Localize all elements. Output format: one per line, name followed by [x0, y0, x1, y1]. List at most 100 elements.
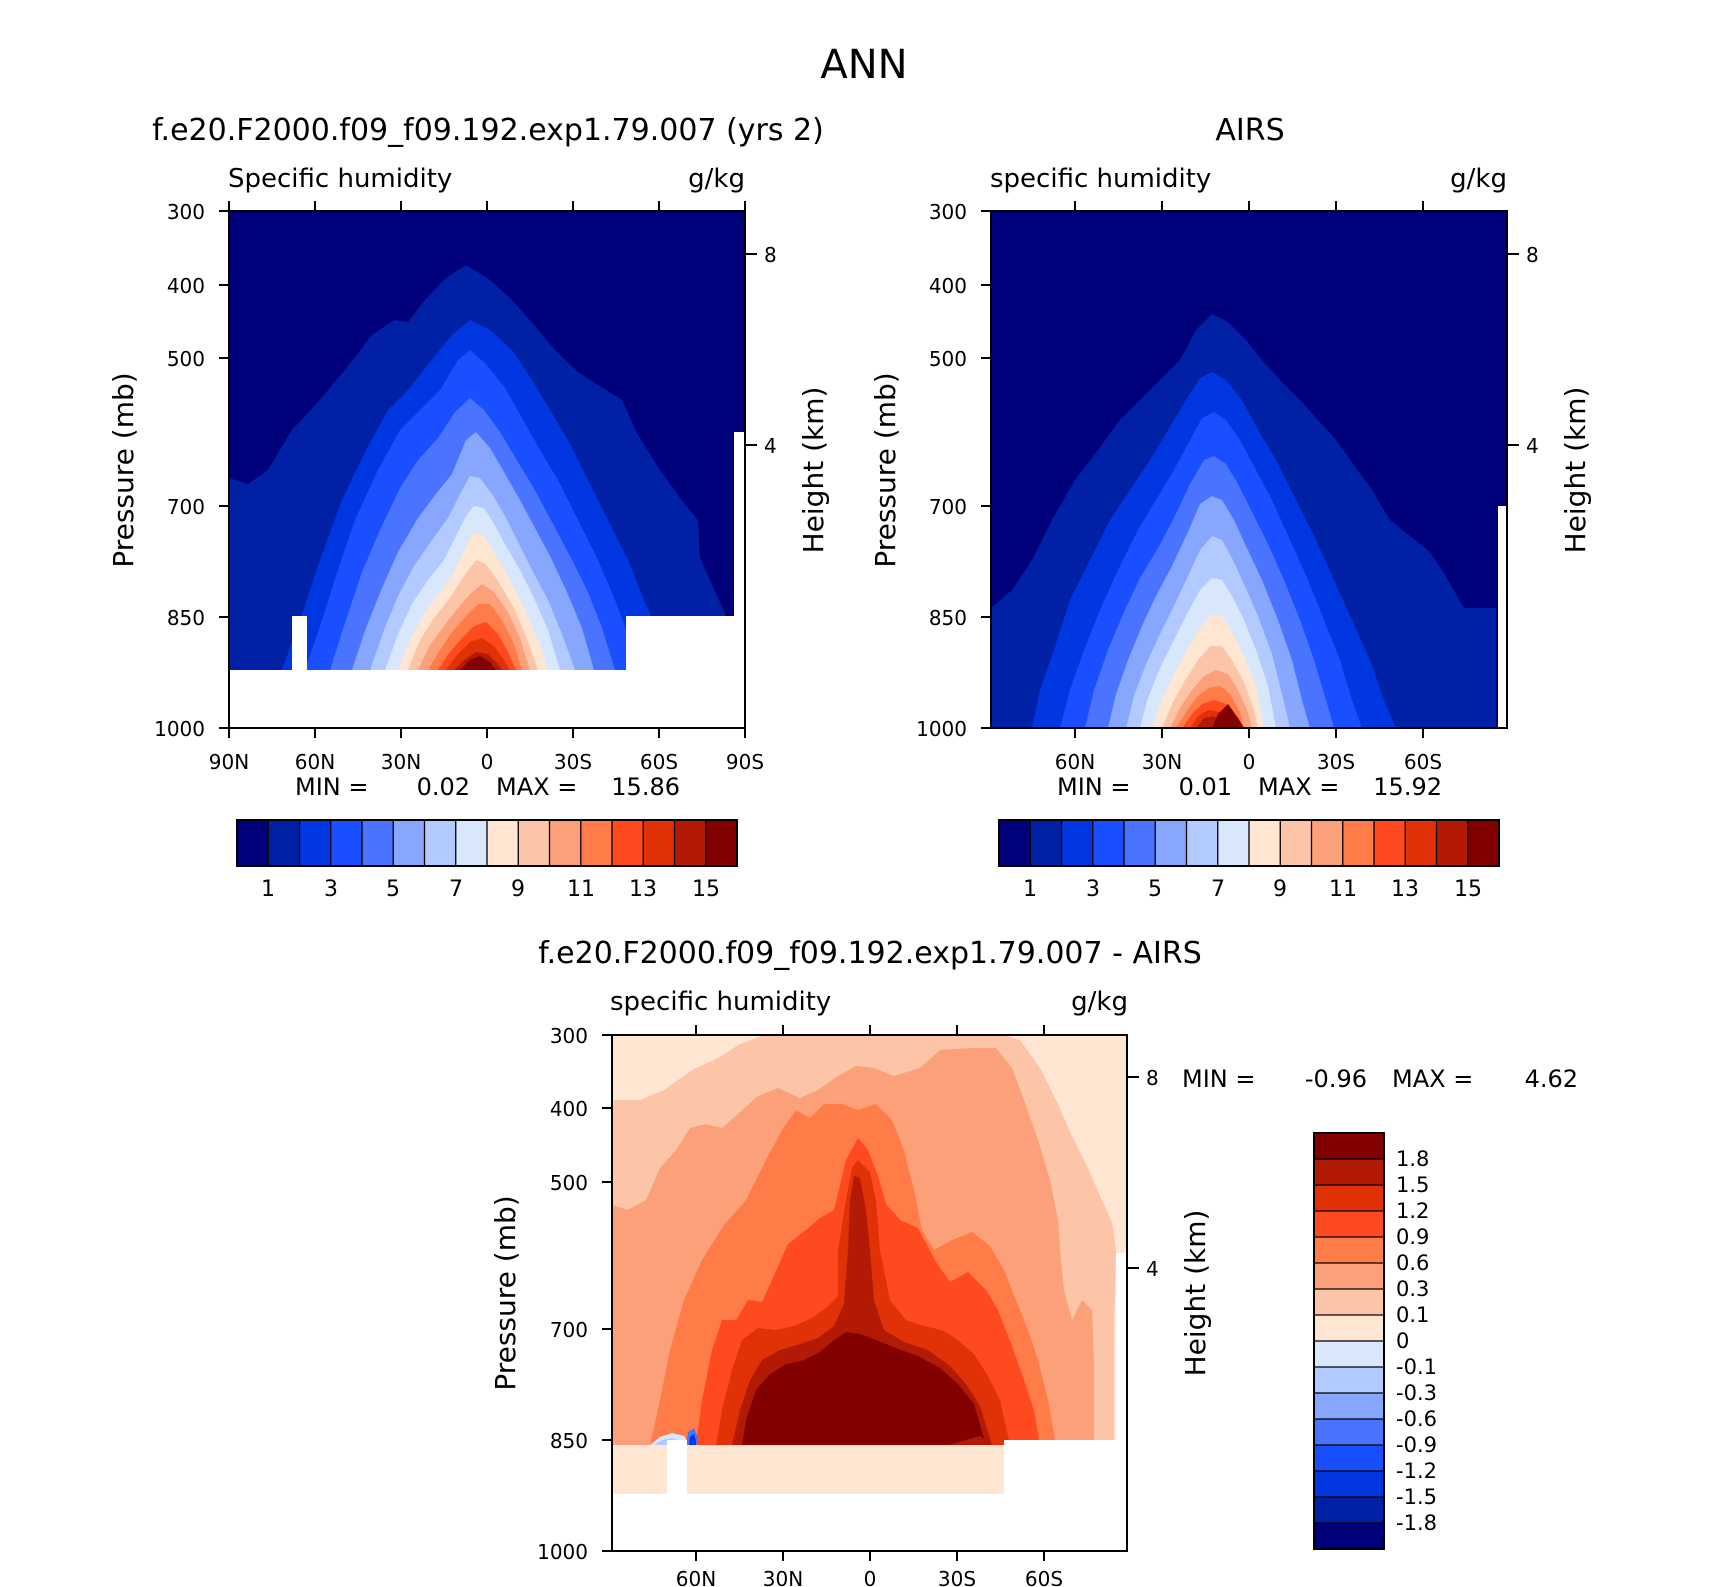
colorbar-swatch: [1030, 820, 1062, 866]
colorbar-label: 11: [1329, 877, 1357, 902]
panel-obs-units: g/kg: [1450, 164, 1507, 194]
colorbar-swatch: [1314, 1289, 1384, 1315]
panel-diff-title: f.e20.F2000.f09_f09.192.exp1.79.007 - AI…: [538, 936, 1202, 971]
colorbar-swatch: [455, 820, 487, 866]
colorbar-swatch: [1314, 1315, 1384, 1341]
ylabel: Pressure (mb): [107, 372, 140, 567]
max-value: 15.92: [1373, 773, 1442, 801]
colorbar-label: 0.6: [1396, 1251, 1429, 1275]
panel-model-missing-pole: [734, 432, 745, 618]
colorbar-label: 3: [324, 877, 338, 902]
colorbar-swatch: [643, 820, 675, 866]
colorbar-label: 3: [1086, 877, 1100, 902]
colorbar-label: 11: [567, 877, 595, 902]
max-value: 4.62: [1525, 1065, 1578, 1093]
y2tick-label: 4: [764, 434, 777, 458]
ytick-label: 500: [550, 1171, 588, 1195]
colorbar-swatch: [1405, 820, 1437, 866]
colorbar-obs: 1 3 5 7 9 11 13 15: [998, 819, 1500, 902]
min-label: MIN =: [295, 773, 368, 801]
ytick-label: 500: [167, 347, 205, 371]
ytick-label: 400: [550, 1097, 588, 1121]
colorbar-swatch: [674, 820, 706, 866]
colorbar-swatch: [268, 820, 300, 866]
colorbar-diff: 1.8 1.5 1.2 0.9 0.6 0.3 0.1 0 -0.1 -0.3 …: [1313, 1132, 1437, 1550]
min-label: MIN =: [1182, 1065, 1255, 1093]
xtick-label: 30S: [554, 750, 592, 774]
y2label: Height (km): [797, 387, 830, 554]
colorbar-model: 1 3 5 7 9 11 13 15: [236, 819, 738, 902]
colorbar-label: 7: [1211, 877, 1225, 902]
panel-model-title: f.e20.F2000.f09_f09.192.exp1.79.007 (yrs…: [152, 113, 824, 148]
colorbar-swatch: [1280, 820, 1312, 866]
panel-obs-y-axis: 300 400 500 700 850 1000 Pressure (mb): [869, 200, 991, 741]
min-label: MIN =: [1057, 773, 1130, 801]
contour-obs-15: [1212, 704, 1244, 728]
colorbar-swatch: [1124, 820, 1156, 866]
colorbar-label: 15: [692, 877, 720, 902]
xtick-label: 60N: [295, 750, 335, 774]
ytick-label: 850: [167, 606, 205, 630]
panel-model-y-axis: 300 400 500 700 850 1000 Pressure (mb): [107, 200, 229, 741]
min-value: 0.01: [1179, 773, 1232, 801]
xtick-label: 30N: [763, 1567, 803, 1587]
colorbar-label: -1.2: [1396, 1459, 1437, 1483]
colorbar-swatch: [1374, 820, 1406, 866]
colorbar-label: 9: [511, 877, 525, 902]
y2tick-label: 8: [1146, 1066, 1159, 1090]
panel-diff-fill: [612, 1035, 1127, 1551]
colorbar-label: -0.1: [1396, 1355, 1437, 1379]
xtick-label: 0: [481, 750, 494, 774]
panel-model-y2-axis: 8 4 Height (km): [745, 243, 830, 553]
colorbar-label: 1: [1023, 877, 1037, 902]
contour-diff-neg-0.9: [689, 1434, 696, 1445]
panel-model-x-axis: 90N 60N 30N 0 30S 60S 90S: [209, 201, 764, 774]
colorbar-swatch: [1186, 820, 1218, 866]
colorbar-swatch: [487, 820, 519, 866]
panel-model-missing-antarctic: [626, 616, 745, 728]
y2tick-label: 4: [1526, 434, 1539, 458]
ylabel: Pressure (mb): [869, 372, 902, 567]
ytick-label: 1000: [916, 717, 967, 741]
colorbar-swatch: [518, 820, 550, 866]
ytick-label: 850: [550, 1429, 588, 1453]
panel-obs-x-axis: 60N 30N 0 30S 60S: [1055, 201, 1442, 774]
panel-diff-minmax: MIN = -0.96 MAX = 4.62: [1182, 1065, 1578, 1093]
contour-diff-max: [742, 1332, 986, 1445]
colorbar-swatch: [299, 820, 331, 866]
panel-obs-minmax: MIN = 0.01 MAX = 15.92: [1057, 773, 1442, 801]
colorbar-swatch: [330, 820, 362, 866]
colorbar-swatch: [1314, 1263, 1384, 1289]
min-value: -0.96: [1305, 1065, 1367, 1093]
xtick-label: 30N: [381, 750, 421, 774]
panel-diff-left-label: specific humidity: [610, 987, 831, 1017]
y2tick-label: 8: [764, 243, 777, 267]
panel-diff-y2-axis: 8 4 Height (km): [1127, 1066, 1212, 1376]
colorbar-swatch: [1314, 1341, 1384, 1367]
ytick-label: 1000: [537, 1540, 588, 1564]
y2tick-label: 4: [1146, 1257, 1159, 1281]
max-label: MAX =: [1392, 1065, 1473, 1093]
y2label: Height (km): [1179, 1210, 1212, 1377]
colorbar-swatch: [362, 820, 394, 866]
panel-obs-y2-axis: 8 4 Height (km): [1507, 243, 1592, 553]
figure-title: ANN: [820, 42, 907, 88]
colorbar-label: 1.2: [1396, 1199, 1429, 1223]
colorbar-swatch: [393, 820, 425, 866]
panel-obs-missing-pole: [1498, 506, 1507, 728]
colorbar-label: 5: [386, 877, 400, 902]
colorbar-swatch: [1314, 1471, 1384, 1497]
ylabel: Pressure (mb): [489, 1195, 522, 1390]
y2label: Height (km): [1559, 387, 1592, 554]
min-value: 0.02: [417, 773, 470, 801]
ytick-label: 1000: [154, 717, 205, 741]
xtick-label: 30S: [1317, 750, 1355, 774]
colorbar-swatch: [424, 820, 456, 866]
ytick-label: 400: [929, 274, 967, 298]
contour-diff-1.8-inner: [948, 1436, 992, 1445]
colorbar-swatch: [1467, 820, 1499, 866]
ytick-label: 700: [929, 495, 967, 519]
colorbar-label: -0.3: [1396, 1381, 1437, 1405]
panel-obs-fill: [991, 211, 1507, 728]
colorbar-swatch: [1436, 820, 1468, 866]
